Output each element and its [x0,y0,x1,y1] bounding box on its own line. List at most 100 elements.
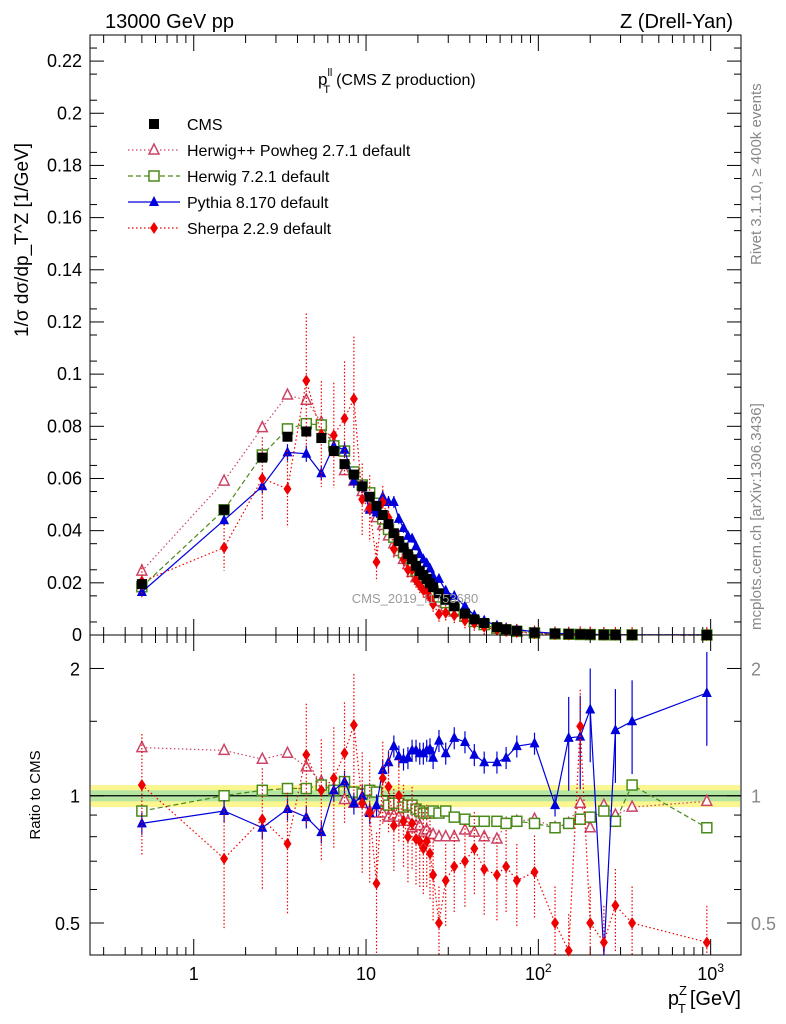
ratio-point [439,805,452,817]
watermark: CMS_2019_I1753680 [352,591,479,606]
legend-label: Sherpa 2.2.9 default [187,221,332,238]
ratio-point [563,731,574,742]
data-point [328,446,339,457]
main-ytick-label: 0.12 [47,312,82,332]
ratio-point [258,813,267,826]
main-ytick-label: 0.04 [47,521,82,541]
data-point [135,563,149,576]
xlabel-p: p [668,988,679,1010]
ratio-point [434,916,443,929]
data-point [349,392,358,405]
data-point [371,500,382,511]
ratio-point [468,815,481,828]
xtick-label: 10 [356,964,376,984]
ratio-point [551,916,560,929]
ratio-point [394,789,403,802]
x-axis-label: pZ T [GeV] [668,983,741,1016]
chart-title: pll T (CMS Z production) [318,67,476,96]
data-point [348,469,359,480]
ratio-ytick-label: 0.5 [55,914,80,934]
data-point [217,473,231,486]
data-point [357,481,368,492]
ratio-point [574,813,586,825]
ratio-point [429,868,438,881]
ratio-point [448,829,461,842]
ratio-point [408,817,417,830]
ratio-point [377,764,388,775]
data-point [300,392,313,405]
data-point [469,614,480,625]
legend-entry: Herwig 7.2.1 default [128,169,330,186]
main-axis-ticks: 0 0.02 0.04 0.06 0.08 0.1 0.12 0.14 0.16 0.18 0.2 0… [47,35,741,645]
series-herwig-7-2-1-default [136,417,713,641]
ratio-point [450,860,459,873]
data-point [393,512,404,523]
ratio-point [328,784,339,795]
data-point [281,387,294,400]
ratio-ytick-label-right: 0.5 [751,914,776,934]
main-ytick-label: 0.14 [47,260,82,280]
xtick-base: 10 [525,964,545,984]
legend-entry: Pythia 8.170 default [128,195,329,212]
data-point [219,514,230,525]
series-cms [136,426,712,640]
title-sup: ll [327,67,332,79]
ratio-point [562,817,575,830]
ratio-point [283,837,292,850]
ratio-ytick-label: 1 [70,787,80,807]
data-point [402,549,413,560]
main-ytick-label: 0.06 [47,468,82,488]
ratio-point [440,747,451,758]
xlabel-sub: T [678,1001,686,1016]
ratio-point [625,799,639,812]
ratio-point [449,731,460,742]
ratio-series-sherpa-2-2-9-default [137,674,711,957]
xtick-exp: 2 [545,961,552,975]
data-point [459,600,470,611]
main-ytick-label: 0.1 [57,364,82,384]
ratio-point [598,805,610,817]
ratio-point [384,780,393,793]
data-point [302,374,311,387]
legend-marker [147,142,161,155]
data-point [491,622,502,633]
data-point [441,606,450,619]
ratio-point [528,817,541,830]
data-point [398,542,409,553]
ratio-point [477,829,491,842]
ratio-point [372,877,381,890]
data-point [136,579,147,590]
data-point [377,490,388,501]
xlabel-rest: [GeV] [690,988,741,1010]
ratio-point [459,813,471,825]
ratio-point [459,735,470,746]
ratio-point [317,784,326,797]
data-point [258,472,267,485]
legend-marker [148,170,160,182]
legend-label: CMS [187,117,223,134]
ratio-point [500,817,512,830]
data-point [563,629,574,640]
main-ytick-label: 0.18 [47,155,82,175]
ratio-point [626,779,638,791]
ratio-point [530,866,539,879]
data-point [411,540,422,551]
ratio-point [549,821,561,834]
xtick-label: 1 [189,964,199,984]
data-point [257,452,268,463]
ratio-point [389,819,398,832]
ratio-point [584,811,596,823]
ratio-point [502,860,511,873]
ratio-point [281,745,294,759]
legend-entry: Sherpa 2.2.9 default [128,221,332,238]
data-point [301,447,312,458]
main-ytick-label: 0.2 [57,103,82,123]
ratio-point [701,821,713,834]
data-point [136,585,147,596]
ratio-point [428,751,439,762]
data-point [411,560,422,571]
ratio-point [349,718,358,731]
